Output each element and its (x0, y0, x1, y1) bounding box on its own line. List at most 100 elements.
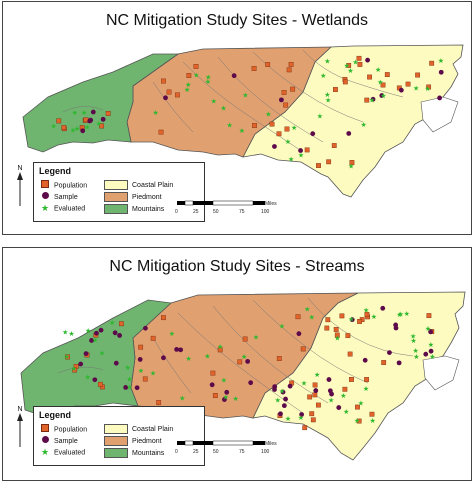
evaluated-site-marker: ★ (92, 337, 98, 345)
evaluated-site-marker: ★ (185, 81, 191, 89)
scale-bar-graphic (177, 200, 265, 206)
evaluated-site-marker: ★ (64, 353, 70, 361)
population-site-marker (307, 394, 313, 400)
population-site-marker (312, 392, 318, 398)
sample-site-marker (298, 148, 303, 153)
sample-site-marker (117, 333, 122, 338)
sample-site-marker (437, 95, 442, 101)
evaluated-site-marker: ★ (348, 316, 354, 324)
sample-site-marker (326, 377, 332, 382)
pamlico-sound (422, 355, 460, 391)
evaluated-site-marker: ★ (320, 72, 326, 80)
legend-item-population: Population (40, 180, 87, 189)
evaluated-site-marker: ★ (343, 408, 349, 416)
sample-site-marker (272, 144, 277, 149)
population-site-marker (290, 86, 296, 92)
sample-site-marker (428, 329, 433, 335)
evaluated-site-marker: ★ (242, 92, 248, 100)
sample-site-marker (209, 382, 215, 388)
population-site-marker (302, 425, 308, 431)
sample-site-marker (221, 397, 227, 402)
population-site-marker (325, 317, 331, 323)
evaluated-site-marker: ★ (96, 120, 102, 128)
sample-site-marker (113, 360, 119, 366)
legend-title: Legend (39, 410, 72, 420)
sample-site-marker (283, 396, 288, 402)
evaluated-site-marker: ★ (428, 341, 434, 349)
population-site-marker (72, 367, 78, 373)
evaluated-site-marker: ★ (74, 125, 80, 133)
evaluated-site-marker: ★ (279, 387, 285, 395)
sample-site-marker (396, 360, 402, 366)
evaluated-site-marker: ★ (150, 369, 156, 377)
evaluated-site-marker: ★ (179, 394, 185, 402)
sample-site-marker (248, 380, 254, 386)
population-site-marker (193, 64, 199, 69)
population-site-marker (349, 160, 355, 165)
population-site-marker (252, 123, 257, 128)
north-arrow-shape (17, 413, 23, 447)
evaluated-site-marker: ★ (314, 371, 320, 379)
sample-site-marker (78, 361, 84, 367)
population-site-marker (345, 333, 351, 339)
population-site-marker (426, 313, 432, 319)
evaluated-site-marker: ★ (369, 96, 375, 104)
north-arrow-shape (17, 172, 23, 206)
evaluated-site-marker: ★ (279, 322, 285, 330)
population-site-marker (342, 79, 348, 85)
evaluated-site-marker: ★ (291, 124, 297, 132)
legend-title: Legend (39, 166, 72, 176)
evaluated-site-marker: ★ (193, 71, 199, 79)
legend-item-piedmont: Piedmont (104, 436, 162, 446)
population-site-marker (339, 313, 345, 319)
evaluated-site-marker: ★ (347, 67, 353, 75)
evaluated-site-marker: ★ (72, 109, 78, 117)
population-site-marker (324, 325, 330, 331)
pamlico-sound (420, 96, 459, 133)
circle-icon (40, 192, 50, 202)
population-site-marker (138, 344, 144, 350)
population-site-marker (384, 72, 390, 78)
legend-item-population: Population (40, 424, 87, 433)
evaluated-site-marker: ★ (429, 353, 435, 361)
evaluated-site-marker: ★ (275, 397, 281, 405)
sample-site-marker (112, 330, 118, 336)
evaluated-site-marker: ★ (169, 330, 175, 338)
evaluated-site-marker: ★ (304, 306, 310, 314)
scale-tick-100: 100 (261, 209, 270, 215)
population-site-marker (310, 417, 316, 423)
sample-site-marker (123, 384, 129, 390)
sample-site-marker (100, 116, 106, 122)
sample-site-marker (88, 117, 94, 123)
streams-map-panel: ★ ★ ★ ★ ★ ★ ★ ★ ★ ★ ★ ★ ★ ★ ★ ★ ★ ★ ★ ★ ★ ★ ★ ★ ★ ★ ★ ★ ★ ★ ★ ★ ★ ★ ★ ★ ★ ★ ★ ★… (2, 247, 472, 481)
evaluated-site-marker: ★ (223, 393, 229, 401)
evaluated-site-marker: ★ (410, 333, 416, 341)
evaluated-site-marker: ★ (358, 399, 364, 407)
evaluated-site-marker: ★ (352, 58, 358, 66)
evaluated-site-marker: ★ (298, 151, 304, 159)
population-site-marker (380, 82, 386, 88)
population-site-marker (166, 89, 172, 95)
scale-tick-75: 75 (239, 449, 245, 455)
population-site-marker (161, 78, 166, 84)
population-site-marker (99, 123, 105, 129)
population-site-marker (65, 354, 70, 360)
evaluated-site-marker: ★ (375, 66, 381, 74)
sample-site-marker (161, 355, 166, 361)
sample-site-marker (245, 358, 251, 364)
evaluated-site-marker: ★ (205, 78, 211, 86)
population-site-marker (186, 73, 192, 78)
wetlands-map-panel: ★ ★ ★ ★ ★ ★ ★ ★ ★ ★ ★ ★ ★ ★ ★ ★ ★ ★ ★ ★ ★ ★ ★ ★ ★ ★ ★ ★ ★ ★ ★ ★ ★ ★ ★ ★ ★ ★ ★ ★… (2, 1, 472, 235)
population-site-marker (158, 129, 164, 135)
sample-site-marker (310, 131, 316, 137)
population-site-marker (356, 418, 362, 424)
evaluated-site-marker: ★ (227, 121, 233, 129)
population-site-marker (56, 118, 62, 124)
population-site-marker (288, 61, 294, 67)
population-site-marker (333, 327, 339, 332)
sample-site-marker (89, 338, 94, 343)
evaluated-site-marker: ★ (125, 364, 131, 372)
population-site-marker (309, 411, 315, 417)
evaluated-site-marker: ★ (50, 122, 56, 130)
evaluated-site-marker: ★ (317, 113, 323, 121)
